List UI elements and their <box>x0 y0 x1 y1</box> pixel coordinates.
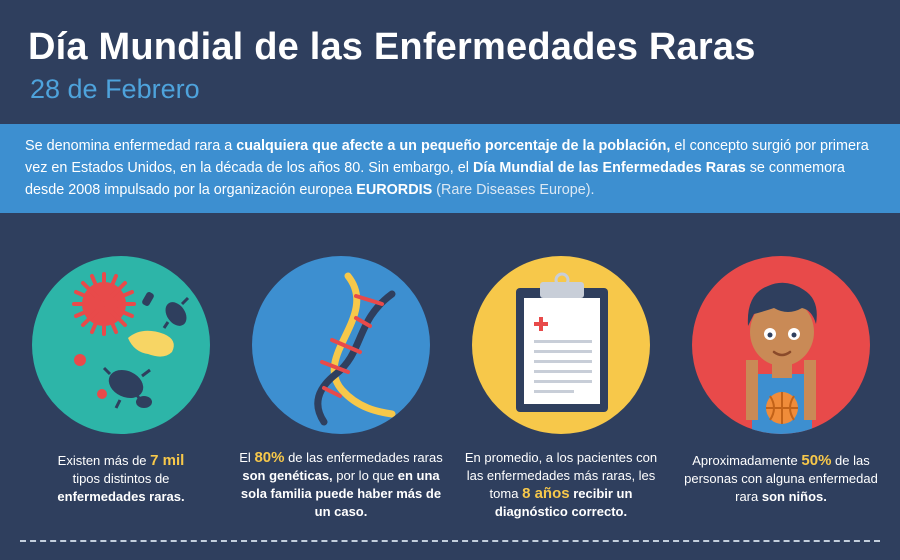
germs-icon <box>72 272 190 409</box>
page-title: Día Mundial de las Enfermedades Raras <box>28 26 756 68</box>
germs-circle <box>32 256 210 434</box>
intro-bold-1: cualquiera que afecte a un pequeño porce… <box>236 138 671 154</box>
dashed-divider <box>20 540 880 542</box>
fact-caption-1: Existen más de 7 mil tipos distintos de … <box>16 452 226 506</box>
boy-basketball-icon <box>746 282 817 434</box>
fact4-bold: son niños. <box>761 489 827 504</box>
fact1-highlight: 7 mil <box>150 452 185 469</box>
fact2-text-3: por lo que <box>332 468 398 483</box>
dna-circle <box>252 256 430 434</box>
fact2-bold-2: en una sola familia puede haber más de u… <box>240 468 442 519</box>
fact1-bold: enfermedades raras. <box>57 489 185 504</box>
intro-text-2: el concepto surgió por primera vez en Es… <box>25 138 869 176</box>
fact4-text-1: Aproximadamente <box>692 453 802 468</box>
clipboard-icon <box>516 272 608 412</box>
fact3-text-1: En promedio, a los pacientes con las enf… <box>464 450 658 501</box>
fact3-highlight: 8 años <box>522 485 570 502</box>
fact4-highlight: 50% <box>801 452 832 469</box>
intro-text-3: se conmemora desde 2008 impulsado por la… <box>25 160 845 198</box>
fact1-text-2: tipos distintos de <box>72 471 170 486</box>
fact3-bold: recibir un diagnóstico correcto. <box>494 486 633 519</box>
fact2-bold-1: son genéticas, <box>242 468 333 483</box>
fact1-text-1: Existen más de <box>57 453 151 468</box>
fact-caption-3: En promedio, a los pacientes con las enf… <box>456 449 666 521</box>
intro-band: Se denomina enfermedad rara a cualquiera… <box>0 124 900 213</box>
fact2-text-2: de las enfermedades raras <box>284 450 443 465</box>
intro-text-4: (Rare Diseases Europe). <box>432 182 595 198</box>
intro-bold-2: Día Mundial de las Enfermedades Raras <box>473 160 746 176</box>
fact-caption-4: Aproximadamente 50% de las personas con … <box>676 452 886 506</box>
intro-text-1: Se denomina enfermedad rara a <box>25 138 237 154</box>
fact-caption-2: El 80% de las enfermedades raras son gen… <box>236 449 446 521</box>
fact2-highlight: 80% <box>254 449 285 466</box>
fact4-text-2: de las personas con alguna enfermedad ra… <box>684 453 878 504</box>
fact2-text-1: El <box>239 450 255 465</box>
boy-circle <box>692 256 870 434</box>
page-subtitle-date: 28 de Febrero <box>30 74 200 104</box>
dna-icon <box>314 272 396 426</box>
intro-bold-3: EURORDIS <box>356 182 433 198</box>
clipboard-circle <box>472 256 650 434</box>
